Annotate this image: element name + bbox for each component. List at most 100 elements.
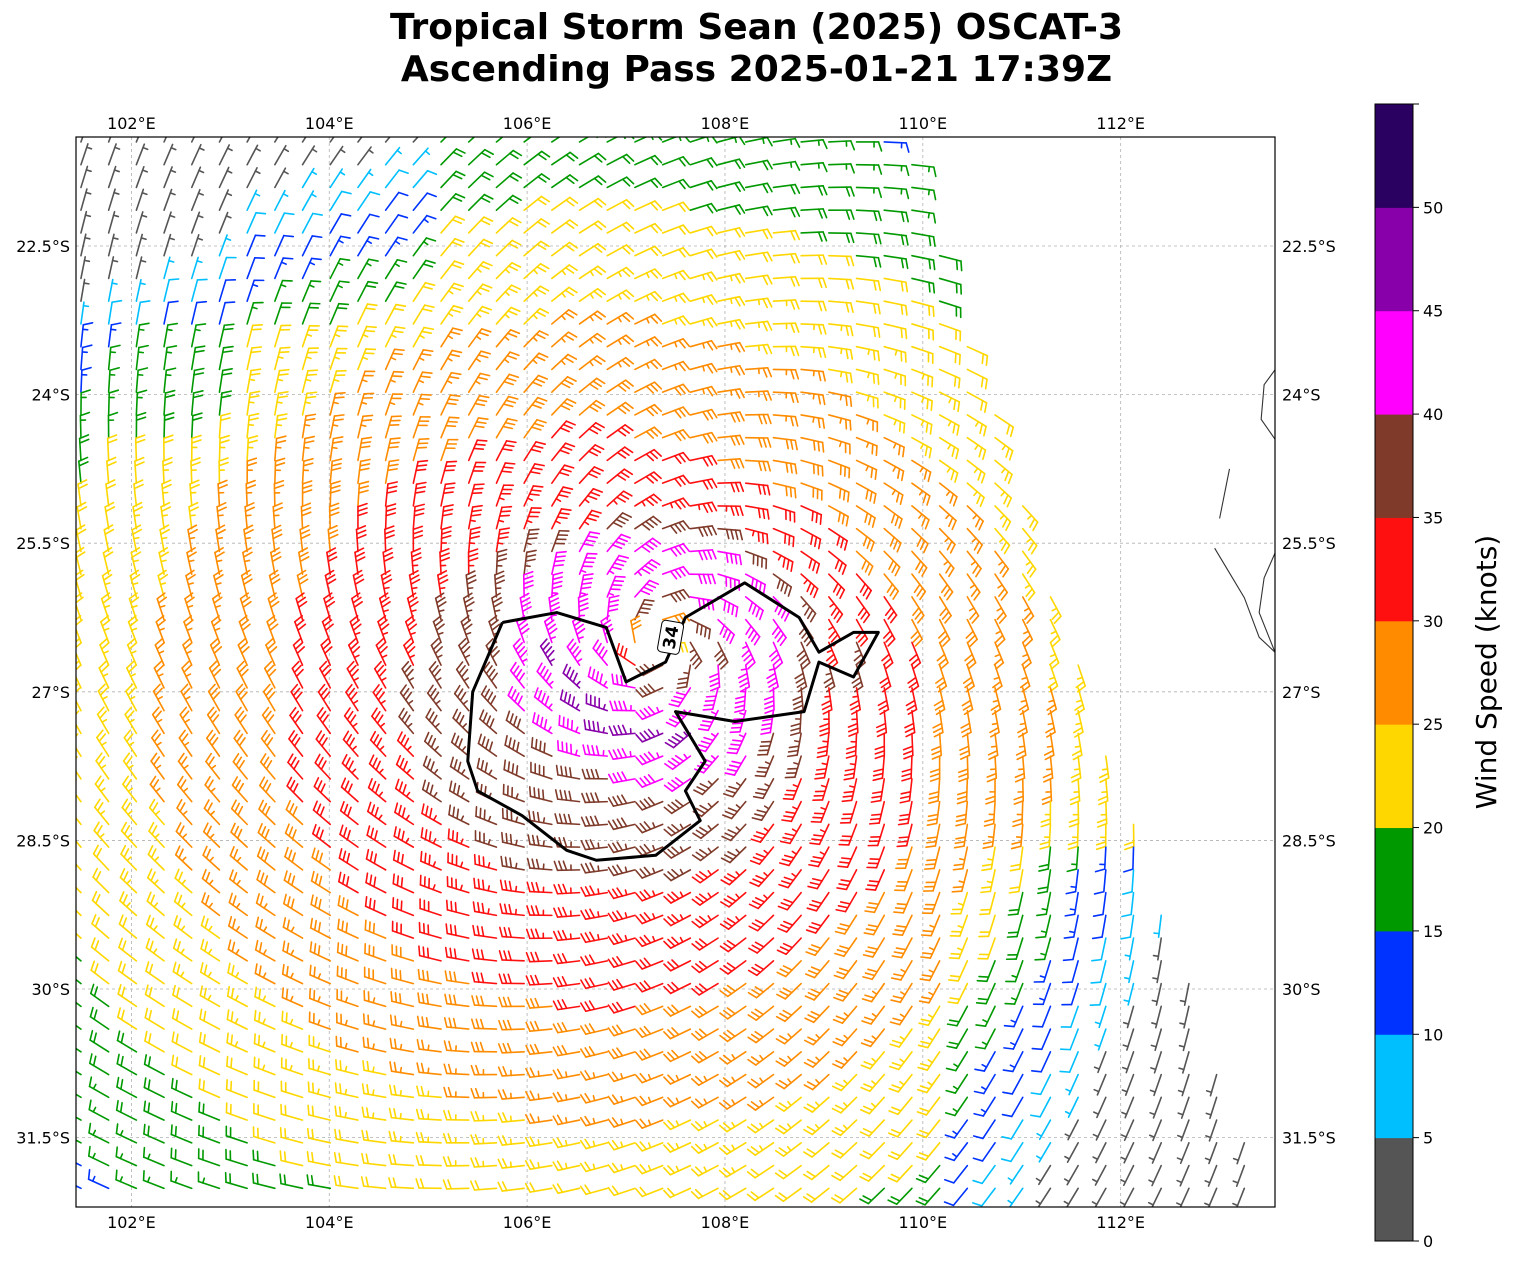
wind-barb (663, 1142, 692, 1153)
wind-barb (1030, 1073, 1052, 1096)
wind-barb (271, 524, 283, 553)
wind-barb (329, 414, 345, 439)
wind-barb (357, 502, 368, 530)
wind-barb (309, 917, 332, 939)
wind-barb (1041, 778, 1053, 806)
wind-barb (828, 140, 856, 151)
wind-barb (163, 256, 175, 280)
wind-barb (1232, 1187, 1246, 1207)
wind-barb (719, 1073, 747, 1088)
wind-barb (527, 834, 553, 848)
wind-barb (973, 1073, 996, 1095)
wind-barb (855, 550, 874, 576)
wind-barb (163, 389, 176, 416)
wind-barb (412, 281, 436, 302)
lat-tick-label-right: 28.5°S (1282, 831, 1336, 850)
wind-barb (408, 569, 421, 598)
wind-barb (308, 1034, 332, 1053)
wind-barb (744, 320, 773, 332)
wind-barb (607, 1024, 636, 1037)
wind-barb (918, 982, 941, 1004)
wind-barb (828, 573, 846, 600)
wind-barb (1064, 891, 1079, 917)
wind-barb (635, 1163, 664, 1175)
wind-barb (80, 278, 90, 302)
wind-barb (552, 1021, 581, 1034)
wind-barb (458, 637, 471, 666)
wind-barb (1176, 1164, 1190, 1187)
wind-barb (932, 709, 944, 738)
wind-barb (394, 778, 415, 803)
wind-barb (172, 984, 193, 1008)
wind-barb (495, 172, 523, 189)
wind-barb (911, 436, 932, 459)
wind-barb (181, 660, 193, 689)
wind-barb (132, 501, 144, 530)
wind-barb (1007, 1187, 1024, 1207)
wind-barb (1018, 687, 1030, 716)
wind-barb (855, 141, 883, 152)
wind-barb (859, 1119, 886, 1137)
wind-barb (495, 395, 519, 416)
wind-barb (310, 870, 332, 894)
wind-barb (947, 982, 969, 1005)
wind-barb (986, 755, 998, 783)
wind-barb (253, 1056, 276, 1076)
wind-barb (772, 573, 793, 597)
wind-barb (419, 874, 442, 894)
wind-barb (227, 939, 248, 962)
wind-barb (172, 938, 193, 962)
wind-barb (1006, 914, 1024, 938)
wind-barb (717, 181, 746, 192)
wind-barb (883, 391, 906, 410)
coastline (1214, 369, 1275, 653)
wind-barb (883, 618, 896, 647)
wind-barb (357, 436, 373, 462)
wind-barb (171, 1008, 193, 1030)
wind-barb (440, 438, 459, 462)
wind-barb (218, 166, 233, 189)
wind-barb (800, 573, 819, 599)
wind-barb (828, 505, 849, 527)
wind-barb (512, 638, 528, 666)
wind-barb (204, 775, 221, 803)
wind-barb (279, 1150, 304, 1167)
wind-barb (855, 505, 876, 528)
wind-barb (261, 706, 276, 735)
wind-barb (1232, 1142, 1246, 1165)
wind-barb (467, 461, 487, 484)
wind-barb (911, 527, 929, 554)
wind-barb (579, 1092, 609, 1104)
wind-barb (347, 637, 361, 666)
wind-barb (357, 303, 378, 325)
wind-barb (216, 502, 227, 530)
wind-barb (855, 300, 881, 315)
wind-barb (523, 507, 542, 530)
wind-barb (1151, 982, 1163, 1006)
wind-barb (812, 778, 830, 802)
wind-barb (566, 638, 583, 666)
wind-barb (283, 870, 304, 894)
wind-barb (775, 1096, 802, 1112)
wind-barb (1205, 1096, 1218, 1120)
wind-barb (528, 810, 553, 826)
wind-barb (749, 846, 775, 865)
wind-barb (526, 905, 553, 917)
wind-barb (442, 1179, 470, 1190)
wind-barb (635, 1072, 664, 1084)
wind-barb (757, 732, 775, 756)
wind-barb (894, 869, 913, 892)
wind-barb (281, 987, 304, 1008)
wind-barb (226, 985, 248, 1008)
wind-barb (861, 1005, 886, 1025)
wind-barb (1120, 1164, 1135, 1187)
wind-barb (1043, 732, 1055, 761)
wind-barb (606, 176, 635, 189)
wind-barb (1059, 1028, 1079, 1051)
wind-barb (724, 755, 747, 776)
wind-barb (412, 416, 431, 439)
wind-barb (800, 391, 826, 406)
wind-barb (804, 1005, 830, 1024)
wind-barb (1032, 1005, 1052, 1028)
wind-barb (190, 434, 202, 462)
